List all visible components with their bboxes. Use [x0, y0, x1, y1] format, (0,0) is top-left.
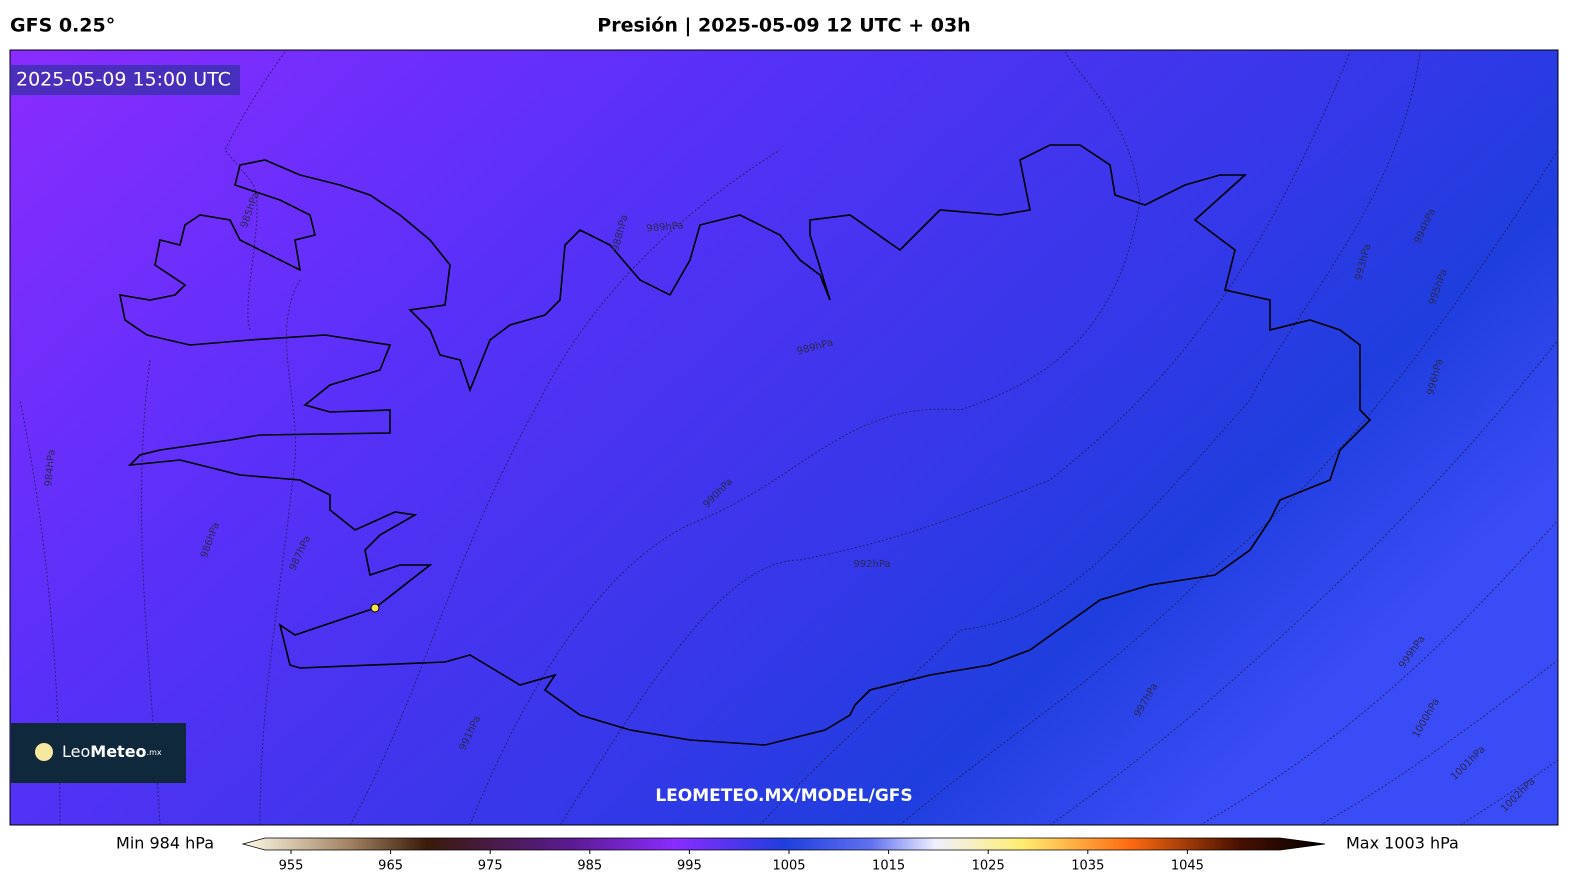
colorbar-tick-label: 1025 [972, 859, 1005, 874]
location-marker [370, 603, 380, 613]
colorbar-max: Max 1003 hPa [1346, 834, 1459, 853]
contour-label: 989hPa [646, 220, 684, 234]
colorbar-tick-label: 1035 [1071, 859, 1104, 874]
logo: LeoMeteo.mx [62, 742, 162, 761]
colorbar-tick-label: 965 [378, 859, 403, 874]
logo-name: Leo [62, 742, 90, 761]
map-area [9, 49, 1559, 826]
colorbar-tick-label: 985 [577, 859, 602, 874]
colorbar-tick-label: 995 [677, 859, 702, 874]
logo-sun [35, 743, 53, 761]
valid-time: 2025-05-09 15:00 UTC [16, 69, 231, 91]
colorbar-tick-label: 975 [478, 859, 503, 874]
title: Presión | 2025-05-09 12 UTC + 03h [597, 15, 970, 37]
coastline [118, 144, 1372, 746]
colorbar-tick-label: 1005 [772, 859, 805, 874]
logo-suffix: .mx [147, 748, 162, 757]
colorbar-tick-label: 1015 [872, 859, 905, 874]
colorbar [241, 837, 1326, 851]
model-label: GFS 0.25° [10, 15, 115, 37]
contour-label: 984hPa [43, 449, 57, 487]
contour-label: 992hPa [853, 559, 890, 570]
logo-name-bold: Meteo [90, 742, 146, 761]
colorbar-ticks: 955 965 975 985 995 1005 1015 1025 1035 1045 [279, 850, 1204, 874]
time-box [10, 65, 240, 95]
colorbar-tick-label: 955 [279, 859, 304, 874]
colorbar-min: Min 984 hPa [116, 834, 214, 853]
watermark: LEOMETEO.MX/MODEL/GFS [655, 786, 912, 806]
colorbar-tick-label: 1045 [1171, 859, 1204, 874]
